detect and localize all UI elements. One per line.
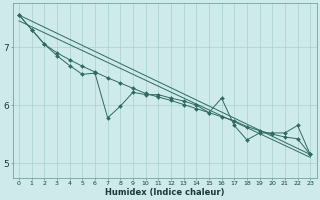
X-axis label: Humidex (Indice chaleur): Humidex (Indice chaleur) xyxy=(105,188,224,197)
